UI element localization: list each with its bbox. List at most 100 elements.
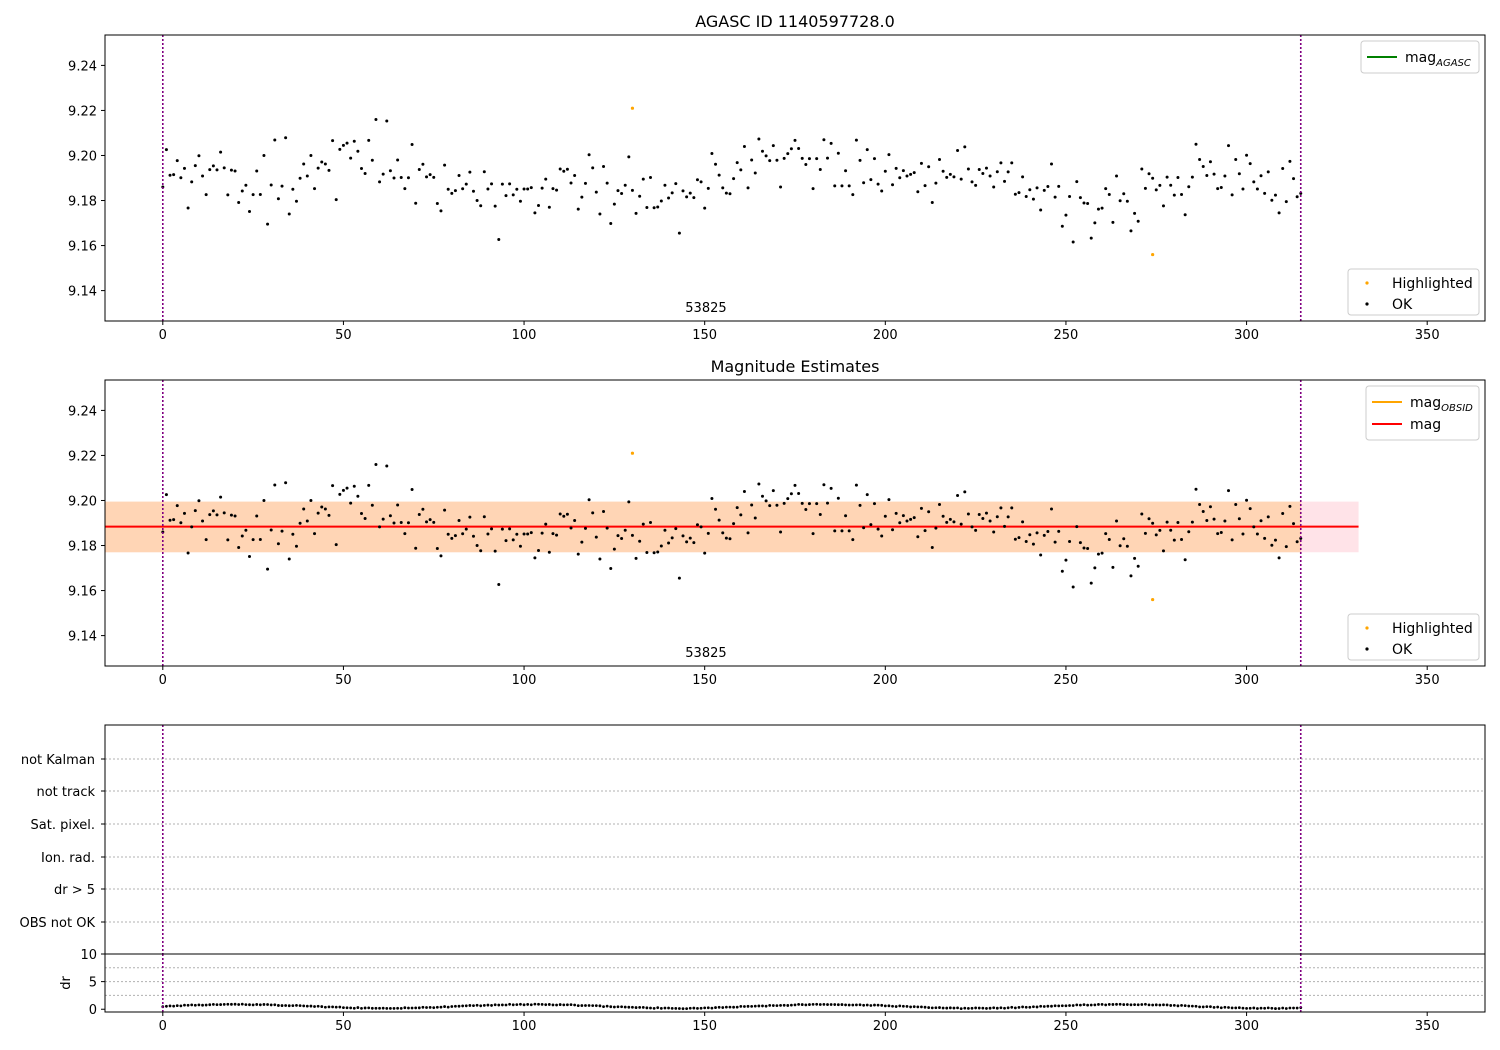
ok-point [555,188,559,192]
dr-point [302,1004,306,1008]
ok-point [1208,505,1212,509]
ok-point [388,514,392,518]
ok-point [349,156,353,160]
ok-point [399,176,403,180]
ok-point [789,147,793,151]
ok-point [630,533,634,537]
ok-point [1010,506,1014,510]
ok-point [811,532,815,536]
ok-point [1219,530,1223,534]
ok-point [414,546,418,550]
ok-point [1017,191,1021,195]
ok-point [363,516,367,520]
ok-point [1292,522,1296,526]
dr-point [699,1006,703,1010]
ok-point [1230,538,1234,542]
ok-point [732,177,736,181]
ok-point [186,206,190,210]
ok-point [190,180,194,184]
ok-point [547,550,551,554]
ok-point [1277,211,1281,215]
ok-point [685,540,689,544]
dr-point [1292,1006,1295,1010]
ok-point [1284,545,1288,549]
ok-point [594,535,598,539]
ok-point [1140,167,1144,171]
ok-point [764,499,768,503]
ok-point [313,187,317,191]
ok-point [1198,503,1202,507]
dr-point [526,1003,530,1006]
dr-point [1021,1005,1024,1009]
dr-point [992,1006,996,1010]
ok-point [352,484,356,488]
dr-point [266,1003,269,1006]
dr-point [627,1005,631,1009]
ok-point [490,527,494,531]
dr-point [1176,1004,1180,1008]
x-tick-label: 0 [159,328,167,343]
ok-point [352,139,356,143]
dr-point [1144,1002,1147,1006]
ok-point [753,171,757,175]
dr-point [616,1005,620,1009]
dr-point [240,1002,244,1006]
dr-point [1064,1004,1068,1008]
dr-point [692,1006,696,1010]
dr-point [1295,1006,1299,1010]
ok-point [1049,507,1053,511]
flag-row-label: not track [36,785,95,800]
ok-point [609,221,613,225]
ok-point [385,119,389,123]
legend-label-subscript: AGASC [1435,58,1471,69]
ok-point [190,525,194,529]
ok-point [287,212,291,216]
dr-point [342,1006,345,1009]
ok-point [258,192,262,196]
ok-point [941,514,945,518]
dr-point [190,1003,194,1007]
ok-point [1259,174,1263,178]
ok-point [1006,515,1010,519]
ok-point [938,158,942,162]
ok-point [186,551,190,555]
dr-point [916,1005,920,1009]
dr-point [703,1006,707,1010]
ok-point [569,526,573,530]
dr-point [1151,1003,1155,1007]
dr-point [793,1003,797,1007]
ok-point [811,187,815,191]
dr-point [277,1004,280,1007]
dr-point [1115,1002,1118,1006]
dr-point [410,1006,414,1010]
ok-point [1161,204,1165,208]
dr-point [873,1003,876,1007]
dr-point [363,1006,367,1010]
ok-point [966,167,970,171]
dr-point [797,1003,801,1006]
ok-point [876,182,880,186]
ok-point [956,149,960,153]
dr-point [1172,1003,1176,1007]
ok-point [645,551,649,555]
ok-point [482,170,486,174]
dr-point [1212,1005,1216,1009]
ok-point [182,511,186,515]
dr-point [934,1006,938,1010]
dr-point [670,1006,674,1010]
dr-point [667,1006,670,1010]
ok-point [490,182,494,186]
ok-point [923,529,927,533]
ok-point [533,211,537,215]
ok-point [1122,192,1126,196]
ok-point [865,148,869,152]
dr-point [920,1005,923,1009]
ok-point [518,544,522,548]
ok-point [276,542,280,546]
dr-point [688,1006,692,1010]
dr-point [764,1004,768,1008]
ok-point [284,481,288,485]
ok-point [175,159,179,163]
legend-marker-swatch [1365,281,1369,285]
ok-point [847,184,851,188]
